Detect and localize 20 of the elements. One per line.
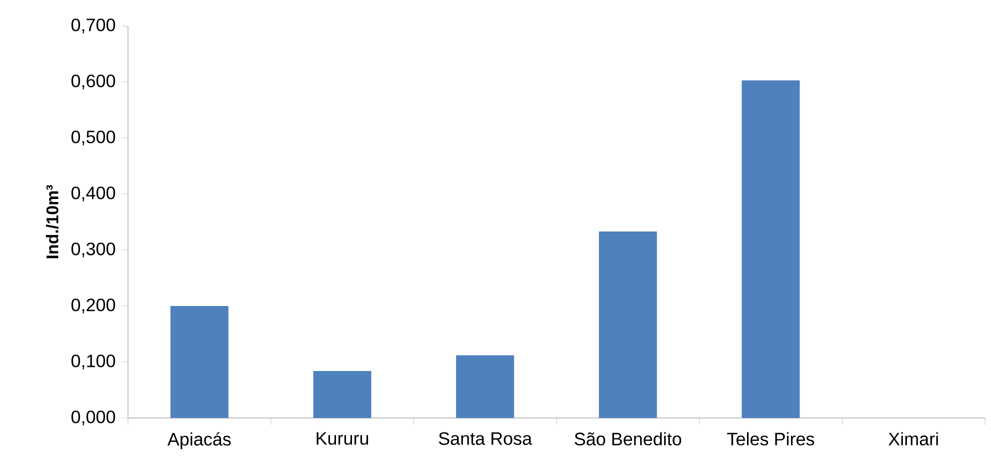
y-tick-label: 0,700	[71, 18, 116, 34]
y-tick-label: 0,600	[71, 74, 116, 90]
bar	[170, 306, 228, 418]
x-tick-label: Teles Pires	[727, 432, 814, 446]
x-tick-label: São Benedito	[574, 432, 682, 446]
bar	[742, 80, 800, 418]
y-tick-label: 0,400	[71, 186, 116, 202]
x-tick-label: Kururu	[316, 432, 368, 445]
y-tick-label: 0,000	[71, 410, 116, 426]
x-tick-label: Ximari	[888, 432, 938, 446]
y-axis-title: Ind./10m³	[46, 185, 59, 258]
bar	[313, 370, 372, 418]
y-tick-label: 0,300	[71, 242, 116, 258]
bar	[598, 232, 657, 418]
y-tick-label: 0,500	[71, 130, 116, 146]
x-tick-label: Apiacás	[167, 432, 231, 450]
y-tick-label: 0,100	[71, 354, 116, 370]
bar	[456, 355, 514, 418]
x-tick-label: Santa Rosa	[438, 432, 532, 445]
y-tick-label: 0,200	[71, 298, 116, 314]
